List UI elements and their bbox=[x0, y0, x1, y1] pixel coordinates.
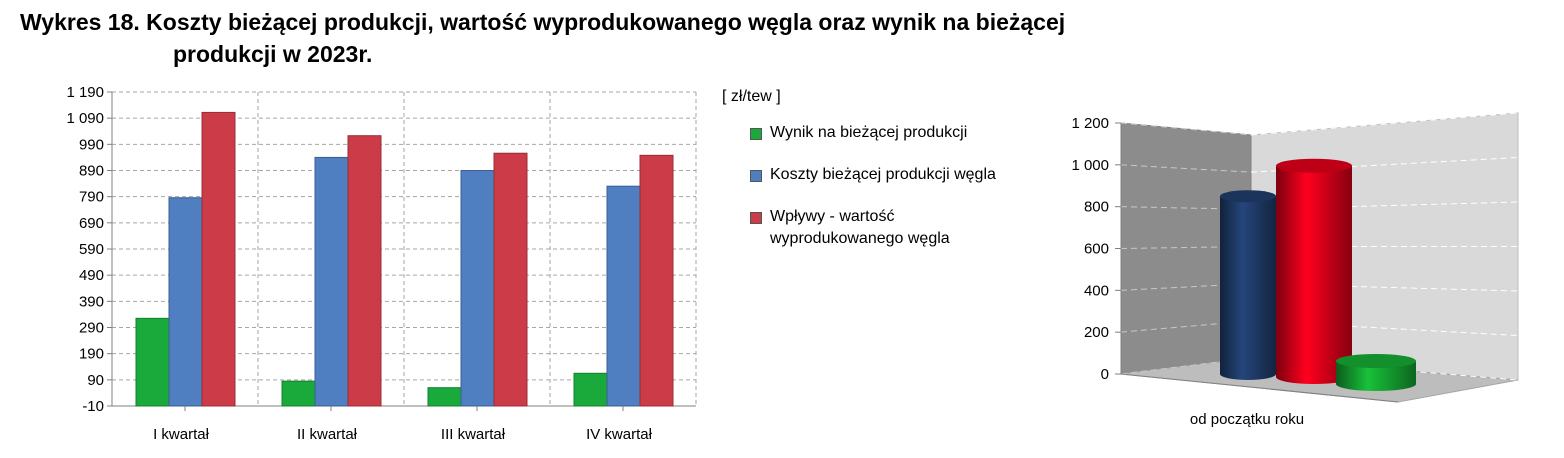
bar-wynik bbox=[135, 317, 170, 407]
legend-label-wplywy: Wpływy - wartość wyprodukowanego węgla bbox=[770, 208, 950, 247]
cylinder-wynik bbox=[1336, 360, 1416, 391]
legend-label-wynik: Wynik na bieżącej produkcji bbox=[770, 124, 968, 141]
chart-2-group: 0 200 400 600 800 1 000 1 200 od początku roku bbox=[1071, 112, 1519, 428]
y-tick-label: 90 bbox=[87, 372, 104, 389]
x-tick-label: III kwartał bbox=[441, 426, 506, 443]
y-tick-label: 390 bbox=[79, 293, 104, 310]
y-tick-label: 890 bbox=[79, 163, 104, 180]
x-axis-line bbox=[1120, 373, 1399, 403]
bar-wynik bbox=[427, 387, 462, 407]
legend-item-wynik: Wynik na bieżącej produkcji bbox=[722, 122, 1030, 144]
legend-swatch-koszty bbox=[750, 170, 762, 182]
y-tick-label: 1 090 bbox=[66, 110, 104, 127]
y-tick-label: 400 bbox=[1084, 282, 1109, 299]
title-line-2: produkcji w 2023r. bbox=[173, 41, 373, 67]
legend-swatch-wplywy bbox=[750, 212, 762, 224]
cylinder-wplywy bbox=[1276, 165, 1352, 384]
gridline-side bbox=[1120, 357, 1252, 375]
y-tick-label: 1 190 bbox=[66, 84, 104, 101]
legend-swatch-wynik bbox=[750, 128, 762, 140]
bar-wplywy bbox=[201, 111, 236, 407]
cylinder-koszty bbox=[1220, 196, 1276, 380]
x-tick-label: IV kwartał bbox=[586, 426, 653, 443]
y-tick-label: 490 bbox=[79, 267, 104, 284]
y-tick-label: 590 bbox=[79, 241, 104, 258]
y-tick-label: 600 bbox=[1084, 241, 1109, 258]
gridline-back bbox=[1250, 112, 1519, 136]
y-tick-label: 200 bbox=[1084, 324, 1109, 341]
y-tick-label: 1 000 bbox=[1071, 157, 1109, 174]
gridline-side bbox=[1120, 283, 1252, 291]
bar-wynik bbox=[281, 380, 316, 407]
gridline-side bbox=[1120, 206, 1252, 210]
unit-label: [ zł/tew ] bbox=[722, 88, 781, 105]
title-line-1: Wykres 18. Koszty bieżącej produkcji, wa… bbox=[20, 9, 1066, 35]
bar-wynik bbox=[573, 372, 608, 407]
bar-koszty bbox=[606, 185, 641, 407]
gridline-side bbox=[1120, 164, 1252, 173]
y-tick-label: 990 bbox=[79, 136, 104, 153]
gridline-side bbox=[1120, 320, 1252, 333]
y-tick-label: 0 bbox=[1101, 366, 1109, 383]
bar-koszty bbox=[168, 197, 203, 407]
y-tick-label: 690 bbox=[79, 215, 104, 232]
legend-item-koszty: Koszty bieżącej produkcji węgla bbox=[722, 164, 1030, 186]
y-tick-label: 1 200 bbox=[1071, 115, 1109, 132]
cylinder-wplywy-top bbox=[1276, 158, 1352, 173]
cylinder-wynik-top bbox=[1336, 353, 1416, 368]
y-tick-label: 800 bbox=[1084, 199, 1109, 216]
y-tick-label: -10 bbox=[82, 398, 104, 415]
bar-koszty bbox=[314, 156, 349, 407]
legend: [ zł/tew ] Wynik na bieżącej produkcji K… bbox=[722, 86, 1030, 270]
y-tick-label: 290 bbox=[79, 320, 104, 337]
x-tick-label: I kwartał bbox=[153, 426, 210, 443]
x-category-label: od początku roku bbox=[1190, 411, 1304, 428]
y-tick-label: 790 bbox=[79, 189, 104, 206]
legend-label-koszty: Koszty bieżącej produkcji węgla bbox=[770, 166, 996, 183]
bar-koszty bbox=[460, 170, 495, 407]
bar-wplywy bbox=[639, 154, 674, 407]
bar-wplywy bbox=[347, 135, 382, 407]
gridline-side bbox=[1120, 246, 1252, 249]
legend-item-wplywy: Wpływy - wartość wyprodukowanego węgla bbox=[722, 206, 1030, 250]
x-tick-label: II kwartał bbox=[297, 426, 358, 443]
chart-title: Wykres 18. Koszty bieżącej produkcji, wa… bbox=[20, 6, 1065, 70]
bar-wplywy bbox=[493, 152, 528, 407]
gridline-side bbox=[1120, 122, 1252, 136]
y-tick-label: 190 bbox=[79, 346, 104, 363]
cylinder-koszty-top bbox=[1220, 190, 1276, 203]
